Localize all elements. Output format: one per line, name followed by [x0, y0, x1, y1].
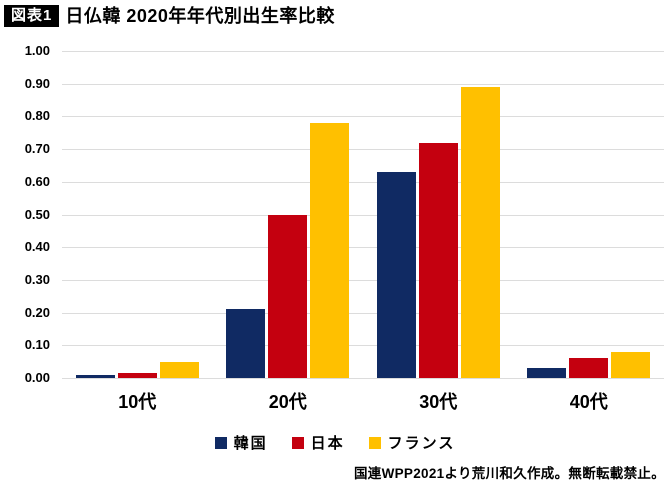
legend-label-japan: 日本 — [310, 435, 345, 452]
chart-title: 日仏韓 2020年年代別出生率比較 — [65, 6, 335, 26]
chart-header: 図表1 日仏韓 2020年年代別出生率比較 — [4, 5, 335, 27]
legend-item-korea: 韓国 — [214, 432, 268, 453]
figure-badge: 図表1 — [4, 5, 60, 27]
gridline — [62, 345, 664, 347]
y-axis-label: 0.10 — [24, 337, 50, 353]
bar-france-40代 — [611, 351, 651, 378]
bar-group-40代 — [527, 51, 651, 378]
legend-item-japan: 日本 — [291, 432, 345, 453]
y-axis-label: 0.80 — [24, 108, 50, 124]
gridline — [62, 83, 664, 85]
y-axis-label: 0.90 — [24, 75, 50, 91]
x-axis: 10代 20代 30代 40代 — [62, 388, 664, 414]
y-axis-label: 0.40 — [24, 239, 50, 255]
gridline — [62, 51, 664, 52]
bar-japan-20代 — [268, 214, 308, 378]
bar-korea-30代 — [376, 172, 416, 378]
bar-france-10代 — [159, 361, 199, 378]
legend-label-france: フランス — [387, 435, 456, 452]
bar-japan-10代 — [117, 373, 157, 378]
bar-korea-40代 — [527, 368, 567, 378]
bar-group-10代 — [75, 51, 199, 378]
y-axis-label: 0.00 — [24, 370, 50, 385]
x-axis-label: 10代 — [118, 392, 157, 412]
gridline — [62, 247, 664, 249]
x-axis-label: 40代 — [569, 392, 608, 412]
source-credit: 国連WPP2021より荒川和久作成。無断転載禁止。 — [353, 466, 665, 481]
bar-japan-40代 — [569, 358, 609, 378]
y-axis-label: 0.60 — [24, 173, 50, 189]
legend-label-korea: 韓国 — [233, 435, 268, 452]
gridline — [62, 149, 664, 151]
x-axis-label: 30代 — [419, 392, 458, 412]
plot-area — [62, 51, 664, 379]
bar-france-20代 — [310, 122, 350, 378]
bar-japan-30代 — [418, 142, 458, 378]
y-axis-label: 0.20 — [24, 304, 50, 320]
legend-swatch-korea — [214, 436, 227, 449]
bar-group-20代 — [226, 51, 350, 378]
bar-groups — [62, 51, 664, 378]
legend: 韓国 日本 フランス — [0, 432, 670, 453]
gridline — [62, 378, 664, 379]
x-axis-label: 20代 — [268, 392, 307, 412]
bar-group-30代 — [376, 51, 500, 378]
legend-item-france: フランス — [368, 432, 456, 453]
y-axis-label: 0.30 — [24, 271, 50, 287]
legend-swatch-japan — [291, 436, 304, 449]
y-axis-label: 1.00 — [24, 43, 50, 58]
gridline — [62, 116, 664, 118]
y-axis-label: 0.50 — [24, 206, 50, 222]
bar-korea-20代 — [226, 309, 266, 378]
y-axis-label: 0.70 — [24, 141, 50, 157]
y-axis: 1.00 0.90 0.80 0.70 0.60 0.50 0.40 0.30 0.20 0.10… — [0, 43, 54, 385]
gridline — [62, 312, 664, 314]
gridline — [62, 279, 664, 281]
bar-france-30代 — [460, 86, 500, 378]
gridline — [62, 181, 664, 183]
bar-korea-10代 — [75, 374, 115, 378]
gridline — [62, 214, 664, 216]
legend-swatch-france — [368, 436, 381, 449]
